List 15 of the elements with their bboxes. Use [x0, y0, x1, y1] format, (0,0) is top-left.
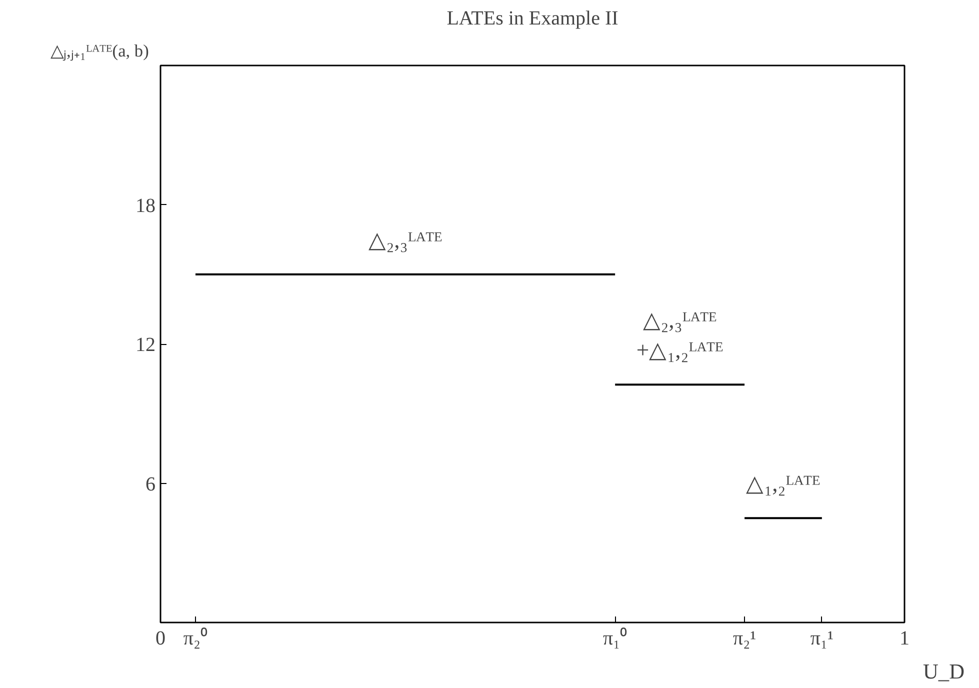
x-tick-label: 1 [900, 628, 910, 650]
x-tick-label: π₂⁰ [183, 626, 208, 650]
y-tick-label: 6 [146, 473, 156, 496]
x-tick-label: 0 [156, 628, 166, 650]
y-axis-title: △ⱼ,ⱼ₊₁ᴸᴬᵀᴱ(a, b) [50, 42, 150, 62]
annotation: △₁,₂ᴸᴬᵀᴱ [746, 471, 820, 496]
chart-title: LATEs in Example II [446, 8, 618, 30]
annotation: △₂,₃ᴸᴬᵀᴱ +△₁,₂ᴸᴬᵀᴱ [636, 308, 724, 363]
x-tick-label: π₁¹ [810, 628, 834, 650]
y-tick-label: 12 [136, 334, 156, 356]
annotation: △₂,₃ᴸᴬᵀᴱ [368, 227, 442, 252]
x-axis-title: U_D [923, 660, 965, 684]
x-tick-label: π₁⁰ [603, 626, 628, 650]
x-tick-label: π₂¹ [733, 628, 756, 650]
y-tick-label: 18 [136, 194, 156, 217]
